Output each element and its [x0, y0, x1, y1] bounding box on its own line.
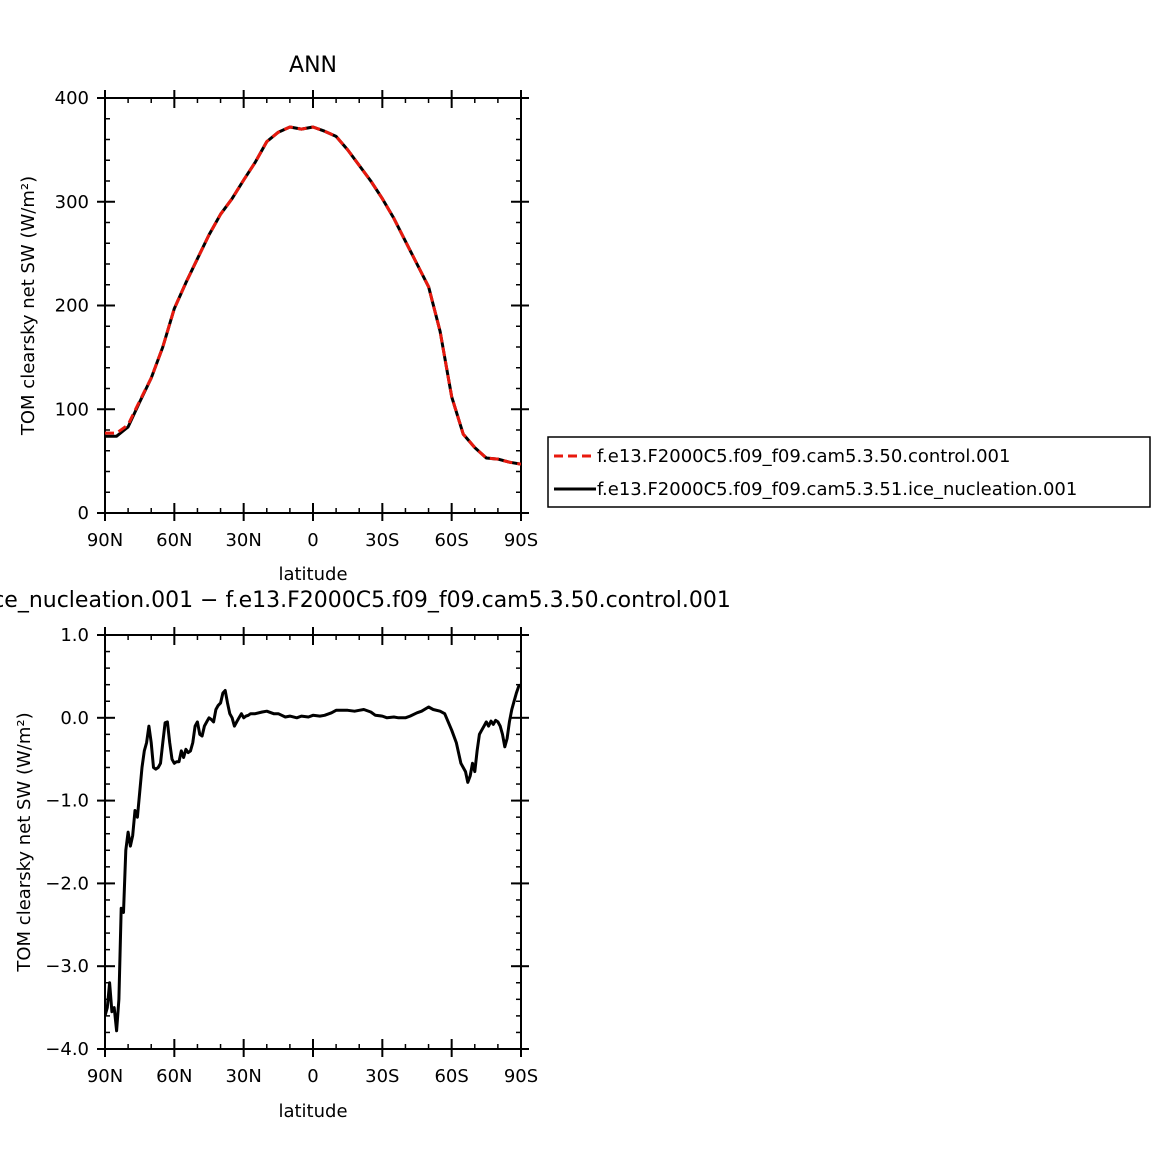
- chart-title: n5.3.51.ice_nucleation.001 − f.e13.F2000…: [0, 588, 731, 613]
- series-line-0: [105, 683, 521, 1033]
- y-tick-label: −1.0: [45, 791, 89, 812]
- y-tick-label: 100: [55, 399, 89, 420]
- series-line-1: [105, 125, 521, 466]
- x-tick-label: 90S: [504, 530, 538, 551]
- x-tick-label: 60S: [434, 1066, 468, 1087]
- y-tick-label: −2.0: [45, 873, 89, 894]
- y-axis-label: TOM clearsky net SW (W/m²): [18, 176, 39, 436]
- y-axis-label: TOM clearsky net SW (W/m²): [14, 712, 35, 972]
- x-tick-label: 30S: [365, 1066, 399, 1087]
- x-tick-label: 30S: [365, 530, 399, 551]
- chart-title: ANN: [289, 53, 337, 78]
- plot-frame: [104, 634, 522, 1050]
- y-tick-label: 0: [78, 503, 89, 524]
- y-tick-label: −4.0: [45, 1039, 89, 1060]
- x-tick-label: 90N: [87, 530, 123, 551]
- x-axis-label: latitude: [278, 564, 347, 585]
- x-tick-label: 90N: [87, 1066, 123, 1087]
- legend: f.e13.F2000C5.f09_f09.cam5.3.50.control.…: [547, 436, 1151, 508]
- x-tick-label: 0: [307, 530, 318, 551]
- x-axis-label: latitude: [278, 1101, 347, 1122]
- plot-frame: [104, 97, 522, 514]
- x-tick-label: 90S: [504, 1066, 538, 1087]
- top-panel: ANN 90N 60N 30N 0 30S 60S 90S 0 100 200 300 400 latit…: [18, 53, 538, 585]
- legend-entry-1: f.e13.F2000C5.f09_f09.cam5.3.51.ice_nucl…: [597, 479, 1077, 500]
- x-tick-label: 0: [307, 1066, 318, 1087]
- legend-entry-0: f.e13.F2000C5.f09_f09.cam5.3.50.control.…: [597, 446, 1010, 467]
- legend-box: [547, 436, 1151, 508]
- x-tick-label: 60S: [434, 530, 468, 551]
- y-tick-label: 1.0: [60, 625, 89, 646]
- x-tick-label: 30N: [225, 530, 261, 551]
- bottom-panel: n5.3.51.ice_nucleation.001 − f.e13.F2000…: [0, 588, 731, 1122]
- x-tick-label: 60N: [156, 530, 192, 551]
- y-tick-label: −3.0: [45, 956, 89, 977]
- y-tick-label: 300: [55, 192, 89, 213]
- y-tick-label: 400: [55, 88, 89, 109]
- x-tick-label: 30N: [225, 1066, 261, 1087]
- series-line-0: [105, 125, 521, 466]
- y-tick-label: 200: [55, 296, 89, 317]
- x-tick-label: 60N: [156, 1066, 192, 1087]
- y-tick-label: 0.0: [60, 708, 89, 729]
